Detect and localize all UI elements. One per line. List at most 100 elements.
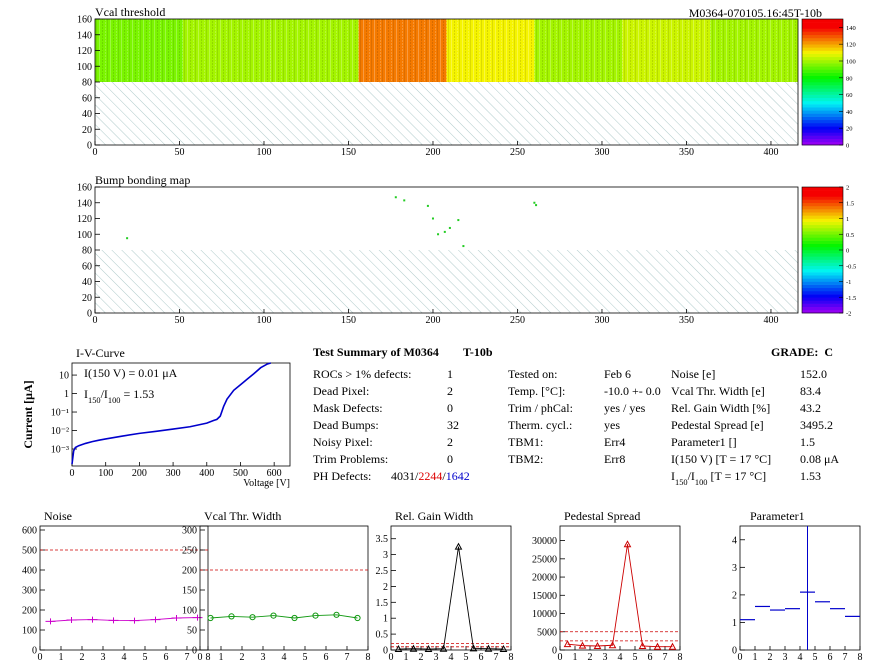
- summary-label: Dead Bumps:: [313, 418, 379, 432]
- colorbar-step: [802, 69, 843, 73]
- colorbar-step: [802, 31, 843, 36]
- colorbar-step: [802, 237, 843, 241]
- y-tick-label: 5000: [537, 627, 557, 638]
- y-tick-label: 20: [82, 125, 92, 136]
- plot-frame: [199, 525, 369, 651]
- x-tick-label: 0: [738, 652, 743, 663]
- colorbar-step: [802, 66, 843, 70]
- summary-label: Noisy Pixel:: [313, 435, 373, 449]
- colorbar-label: 100: [846, 59, 856, 66]
- summary-value: 43.2: [800, 401, 821, 415]
- bump-dot: [126, 237, 129, 240]
- colorbar-label: 1: [846, 216, 849, 223]
- x-tick-label: 3: [603, 652, 608, 663]
- colorbar-step: [802, 215, 843, 219]
- colorbar-step: [802, 272, 843, 276]
- text-part: = 1.53: [120, 387, 154, 401]
- summary-label: Vcal Thr. Width [e]: [671, 384, 765, 398]
- colorbar-step: [802, 209, 843, 213]
- subscript: 100: [108, 396, 121, 405]
- y-tick-label: 250: [182, 546, 197, 557]
- marker: [578, 641, 587, 649]
- colorbar-step: [802, 250, 843, 254]
- y-tick-label: 1.5: [376, 598, 389, 609]
- y-tick-label: 200: [182, 566, 197, 577]
- x-tick-label: 350: [679, 147, 694, 158]
- colorbar-step: [802, 294, 843, 298]
- plot-frame: [739, 525, 861, 651]
- y-tick-label: 3: [732, 563, 737, 574]
- x-tick-label: 1: [219, 652, 224, 663]
- x-tick-label: 3: [101, 652, 106, 663]
- x-tick-label: 350: [679, 315, 694, 326]
- x-tick-label: 6: [828, 652, 833, 663]
- module-id: M0364-070105.16:45T-10b: [689, 6, 822, 20]
- colorbar-label: 40: [846, 109, 853, 116]
- summary-value: yes: [604, 418, 620, 432]
- summary-label: Pedestal Spread [e]: [671, 418, 764, 432]
- marker: [45, 618, 56, 625]
- chart-title: Bump bonding map: [95, 173, 190, 187]
- summary-label: Trim / phCal:: [508, 401, 573, 415]
- colorbar-step: [802, 234, 843, 238]
- y-tick-label: 2: [732, 590, 737, 601]
- marker: [394, 645, 403, 653]
- colorbar-step: [802, 265, 843, 270]
- x-tick-label: 200: [425, 147, 440, 158]
- x-tick-label: 2: [419, 652, 424, 663]
- ph-value: 2244: [418, 469, 442, 483]
- colorbar-step: [802, 82, 843, 86]
- summary-label: I(150 V) [T = 17 °C]: [671, 452, 771, 466]
- text-part: /I: [688, 469, 695, 483]
- x-tick-label: 8: [206, 652, 211, 663]
- x-tick-label: 0: [38, 652, 43, 663]
- y-tick-label: 10⁻³: [51, 444, 69, 455]
- x-tick-label: 100: [256, 315, 271, 326]
- x-tick-label: 50: [174, 147, 184, 158]
- y-tick-label: 10⁻¹: [51, 408, 69, 419]
- ph-value: 4031: [391, 469, 415, 483]
- x-tick-label: 7: [663, 652, 668, 663]
- colorbar-label: -0.5: [846, 263, 856, 270]
- summary-value: 2: [447, 435, 453, 449]
- y-tick-label: 120: [77, 214, 92, 225]
- x-tick-label: 6: [648, 652, 653, 663]
- x-tick-label: 5: [143, 652, 148, 663]
- colorbar-label: -1: [846, 279, 851, 286]
- colorbar-frame: [801, 18, 844, 146]
- colorbar-step: [802, 25, 843, 29]
- colorbar-step: [802, 132, 843, 136]
- x-tick-label: 100: [98, 468, 113, 479]
- summary-value: 32: [447, 418, 459, 432]
- y-tick-label: 100: [77, 230, 92, 241]
- colorbar-step: [802, 284, 843, 289]
- y-tick-label: 120: [77, 46, 92, 57]
- x-tick-label: 600: [267, 468, 282, 479]
- x-tick-label: 4: [282, 652, 287, 663]
- marker: [207, 614, 214, 622]
- colorbar-step: [802, 85, 843, 89]
- colorbar-step: [802, 47, 843, 51]
- colorbar-step: [802, 107, 843, 111]
- y-tick-label: 1: [383, 614, 388, 625]
- text-part: [T = 17 °C]: [707, 469, 766, 483]
- colorbar-step: [802, 309, 843, 314]
- text-part: /I: [101, 387, 108, 401]
- colorbar-label: 1.5: [846, 200, 854, 207]
- colorbar-step: [802, 19, 843, 23]
- summary-value: 1: [447, 367, 453, 381]
- x-tick-label: 2: [80, 652, 85, 663]
- chart-title: Parameter1: [750, 509, 805, 523]
- x-tick-label: 4: [449, 652, 454, 663]
- colorbar-step: [802, 256, 843, 260]
- summary-value: 1.5: [800, 435, 815, 449]
- y-tick-label: 20: [82, 293, 92, 304]
- data-line: [398, 546, 504, 650]
- x-tick-label: 300: [594, 147, 609, 158]
- colorbar-label: 140: [846, 25, 856, 32]
- y-tick-label: 40: [82, 109, 92, 120]
- marker: [291, 614, 298, 622]
- y-tick-label: 0: [87, 141, 92, 152]
- colorbar-step: [802, 259, 843, 263]
- summary-value: 83.4: [800, 384, 821, 398]
